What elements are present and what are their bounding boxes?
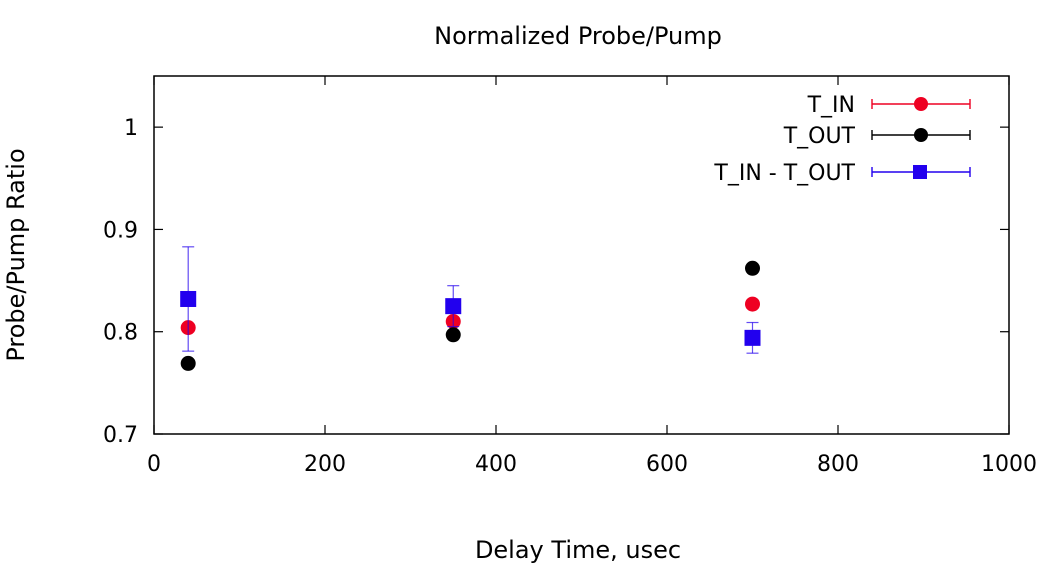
data-point-2 xyxy=(744,329,761,346)
x-tick-label: 200 xyxy=(304,452,346,477)
legend: T_IN T_OUT T_IN - T_OUT xyxy=(713,93,971,186)
data-marks xyxy=(180,246,761,371)
data-point-1 xyxy=(180,355,196,371)
x-tick-label: 1000 xyxy=(981,452,1037,477)
x-tick-label: 0 xyxy=(147,452,161,477)
legend-label: T_OUT xyxy=(783,124,856,149)
legend-marker xyxy=(914,97,928,111)
legend-label: T_IN xyxy=(807,93,855,118)
y-tick-label: 0.9 xyxy=(103,218,138,243)
axis-ticks: 0 200 400 600 800 1000 0.7 0.8 0.9 1 xyxy=(103,76,1037,477)
data-point-0 xyxy=(745,296,760,312)
data-point-1 xyxy=(445,327,461,343)
x-axis-title: Delay Time, usec xyxy=(475,536,681,564)
y-tick-label: 0.7 xyxy=(103,423,138,448)
data-point-2 xyxy=(180,290,197,307)
x-tick-label: 600 xyxy=(646,452,688,477)
legend-marker xyxy=(913,165,927,179)
y-tick-label: 1 xyxy=(124,116,138,141)
plot-frame xyxy=(153,75,1010,435)
y-tick-label: 0.8 xyxy=(103,321,138,346)
y-axis-title: Probe/Pump Ratio xyxy=(2,148,30,361)
x-tick-label: 800 xyxy=(817,452,859,477)
legend-label: T_IN - T_OUT xyxy=(713,161,855,186)
x-tick-label: 400 xyxy=(475,452,517,477)
chart-title: Normalized Probe/Pump xyxy=(434,22,722,50)
data-point-1 xyxy=(745,260,760,276)
data-point-2 xyxy=(445,298,462,315)
legend-marker xyxy=(914,128,928,142)
